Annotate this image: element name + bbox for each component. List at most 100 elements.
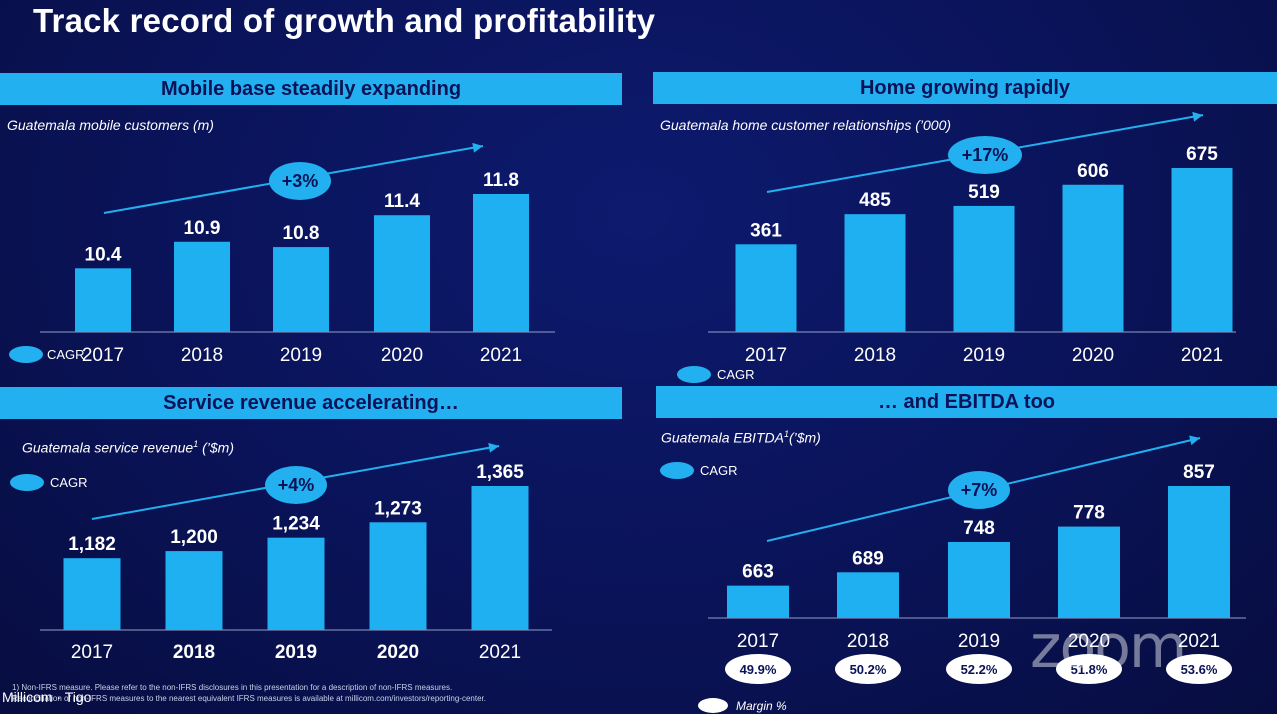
margin-oval-2021 [1166, 654, 1232, 684]
bar-ebitda-2020 [1058, 526, 1120, 618]
bar-ebitda-2021 [1168, 486, 1230, 618]
subtitle-ebitda-text: Guatemala EBITDA [661, 429, 784, 446]
cagr-legend-label: CAGR [50, 475, 88, 490]
category-label-mobile: 2017 [82, 345, 124, 366]
subtitle-ebitda-footnote: 1 [783, 429, 789, 439]
bar-mobile-2018 [174, 241, 230, 332]
bar-ebitda-2019 [948, 541, 1010, 618]
category-label-revenue: 2020 [377, 642, 419, 663]
cagr-value-revenue: +4% [278, 475, 315, 495]
margin-legend: Margin % [698, 698, 787, 713]
trend-arrowhead-icon [488, 442, 499, 453]
bar-home-2020 [1062, 184, 1124, 332]
category-label-mobile: 2019 [280, 345, 322, 366]
margin-legend-label: Margin % [736, 698, 787, 713]
brand-logo: Millicom · Tigo [2, 689, 92, 705]
cagr-legend-mobile: CAGR [9, 346, 85, 363]
category-label-home: 2018 [854, 345, 896, 366]
value-label-mobile: 11.4 [384, 191, 420, 212]
cagr-badge-revenue [265, 466, 327, 504]
category-label-revenue: 2018 [173, 642, 215, 663]
value-label-revenue: 1,365 [476, 462, 524, 483]
value-label-home: 675 [1186, 144, 1218, 165]
zoom-watermark: zoom [1030, 612, 1187, 682]
margin-label: 50.2% [850, 662, 887, 677]
cagr-legend-label: CAGR [700, 463, 738, 478]
trend-arrowhead-icon [1189, 435, 1200, 446]
footnote-2: Reconciliation of non-IFRS measures to t… [12, 694, 486, 703]
category-label-mobile: 2020 [381, 345, 423, 366]
value-label-ebitda: 689 [852, 548, 884, 569]
bar-ebitda-2017 [727, 585, 789, 618]
bar-mobile-2017 [75, 268, 131, 332]
value-label-mobile: 10.4 [85, 244, 122, 265]
trend-arrowhead-icon [1192, 111, 1203, 122]
subtitle-ebitda-unit: (’$m) [788, 429, 821, 446]
cagr-value-mobile: +3% [282, 171, 319, 191]
cagr-legend-service-revenue: CAGR [10, 474, 88, 491]
category-label-revenue: 2019 [275, 642, 317, 663]
category-label-home: 2017 [745, 345, 787, 366]
cagr-value-home: +17% [962, 145, 1009, 165]
category-label-ebitda: 2017 [737, 631, 779, 652]
bar-home-2021 [1171, 168, 1233, 332]
category-label-revenue: 2017 [71, 642, 113, 663]
bar-revenue-2019 [267, 537, 325, 630]
margin-label: 51.8% [1071, 662, 1108, 677]
bar-revenue-2018 [165, 551, 223, 630]
bar-revenue-2017 [63, 558, 121, 630]
margin-label: 52.2% [961, 662, 998, 677]
page-title: Track record of growth and profitability [33, 2, 656, 39]
value-label-ebitda: 748 [963, 518, 995, 539]
bar-home-2019 [953, 205, 1015, 332]
category-label-mobile: 2021 [480, 345, 522, 366]
category-label-ebitda: 2019 [958, 631, 1000, 652]
value-label-mobile: 10.9 [184, 218, 221, 239]
trend-arrowhead-icon [472, 142, 483, 153]
category-label-home: 2021 [1181, 345, 1223, 366]
value-label-revenue: 1,234 [272, 514, 320, 535]
cagr-legend-label: CAGR [717, 367, 755, 382]
margin-label: 49.9% [740, 662, 777, 677]
subtitle-service-revenue-unit: (’$m) [198, 439, 234, 456]
footnote-1: 1) Non-IFRS measure. Please refer to the… [12, 683, 453, 692]
margin-oval-2017 [725, 654, 791, 684]
cagr-oval-icon [10, 474, 44, 491]
value-label-home: 519 [968, 182, 1000, 203]
category-label-home: 2019 [963, 345, 1005, 366]
value-label-revenue: 1,273 [374, 498, 422, 519]
margin-oval-2018 [835, 654, 901, 684]
value-label-ebitda: 778 [1073, 503, 1105, 524]
cagr-oval-icon [677, 366, 711, 383]
subtitle-ebitda: Guatemala EBITDA1(’$m) [661, 429, 821, 446]
cagr-badge-ebitda [948, 471, 1010, 509]
cagr-legend-ebitda: CAGR [660, 462, 738, 479]
bar-revenue-2021 [471, 486, 529, 630]
margin-label: 53.6% [1181, 662, 1218, 677]
value-label-ebitda: 857 [1183, 462, 1215, 483]
cagr-value-ebitda: +7% [961, 480, 998, 500]
bar-mobile-2020 [374, 215, 430, 332]
value-label-home: 485 [859, 190, 891, 211]
value-label-revenue: 1,200 [170, 527, 218, 548]
margin-oval-2019 [946, 654, 1012, 684]
margin-oval-icon [698, 698, 728, 713]
banner-mobile: Mobile base steadily expanding [0, 73, 622, 105]
subtitle-mobile: Guatemala mobile customers (m) [7, 117, 214, 133]
cagr-badge-home [948, 136, 1022, 174]
cagr-legend-label: CAGR [47, 347, 85, 362]
subtitle-service-revenue-text: Guatemala service revenue [22, 439, 194, 456]
category-label-ebitda: 2021 [1178, 631, 1220, 652]
cagr-oval-icon [660, 462, 694, 479]
banner-home: Home growing rapidly [653, 72, 1277, 104]
cagr-badge-mobile [269, 162, 331, 200]
bar-ebitda-2018 [837, 572, 899, 618]
category-label-mobile: 2018 [181, 345, 223, 366]
value-label-home: 606 [1077, 161, 1109, 182]
category-label-revenue: 2021 [479, 642, 521, 663]
cagr-oval-icon [9, 346, 43, 363]
subtitle-service-revenue-footnote: 1 [193, 439, 199, 449]
value-label-revenue: 1,182 [68, 534, 116, 555]
margin-oval-2020 [1056, 654, 1122, 684]
